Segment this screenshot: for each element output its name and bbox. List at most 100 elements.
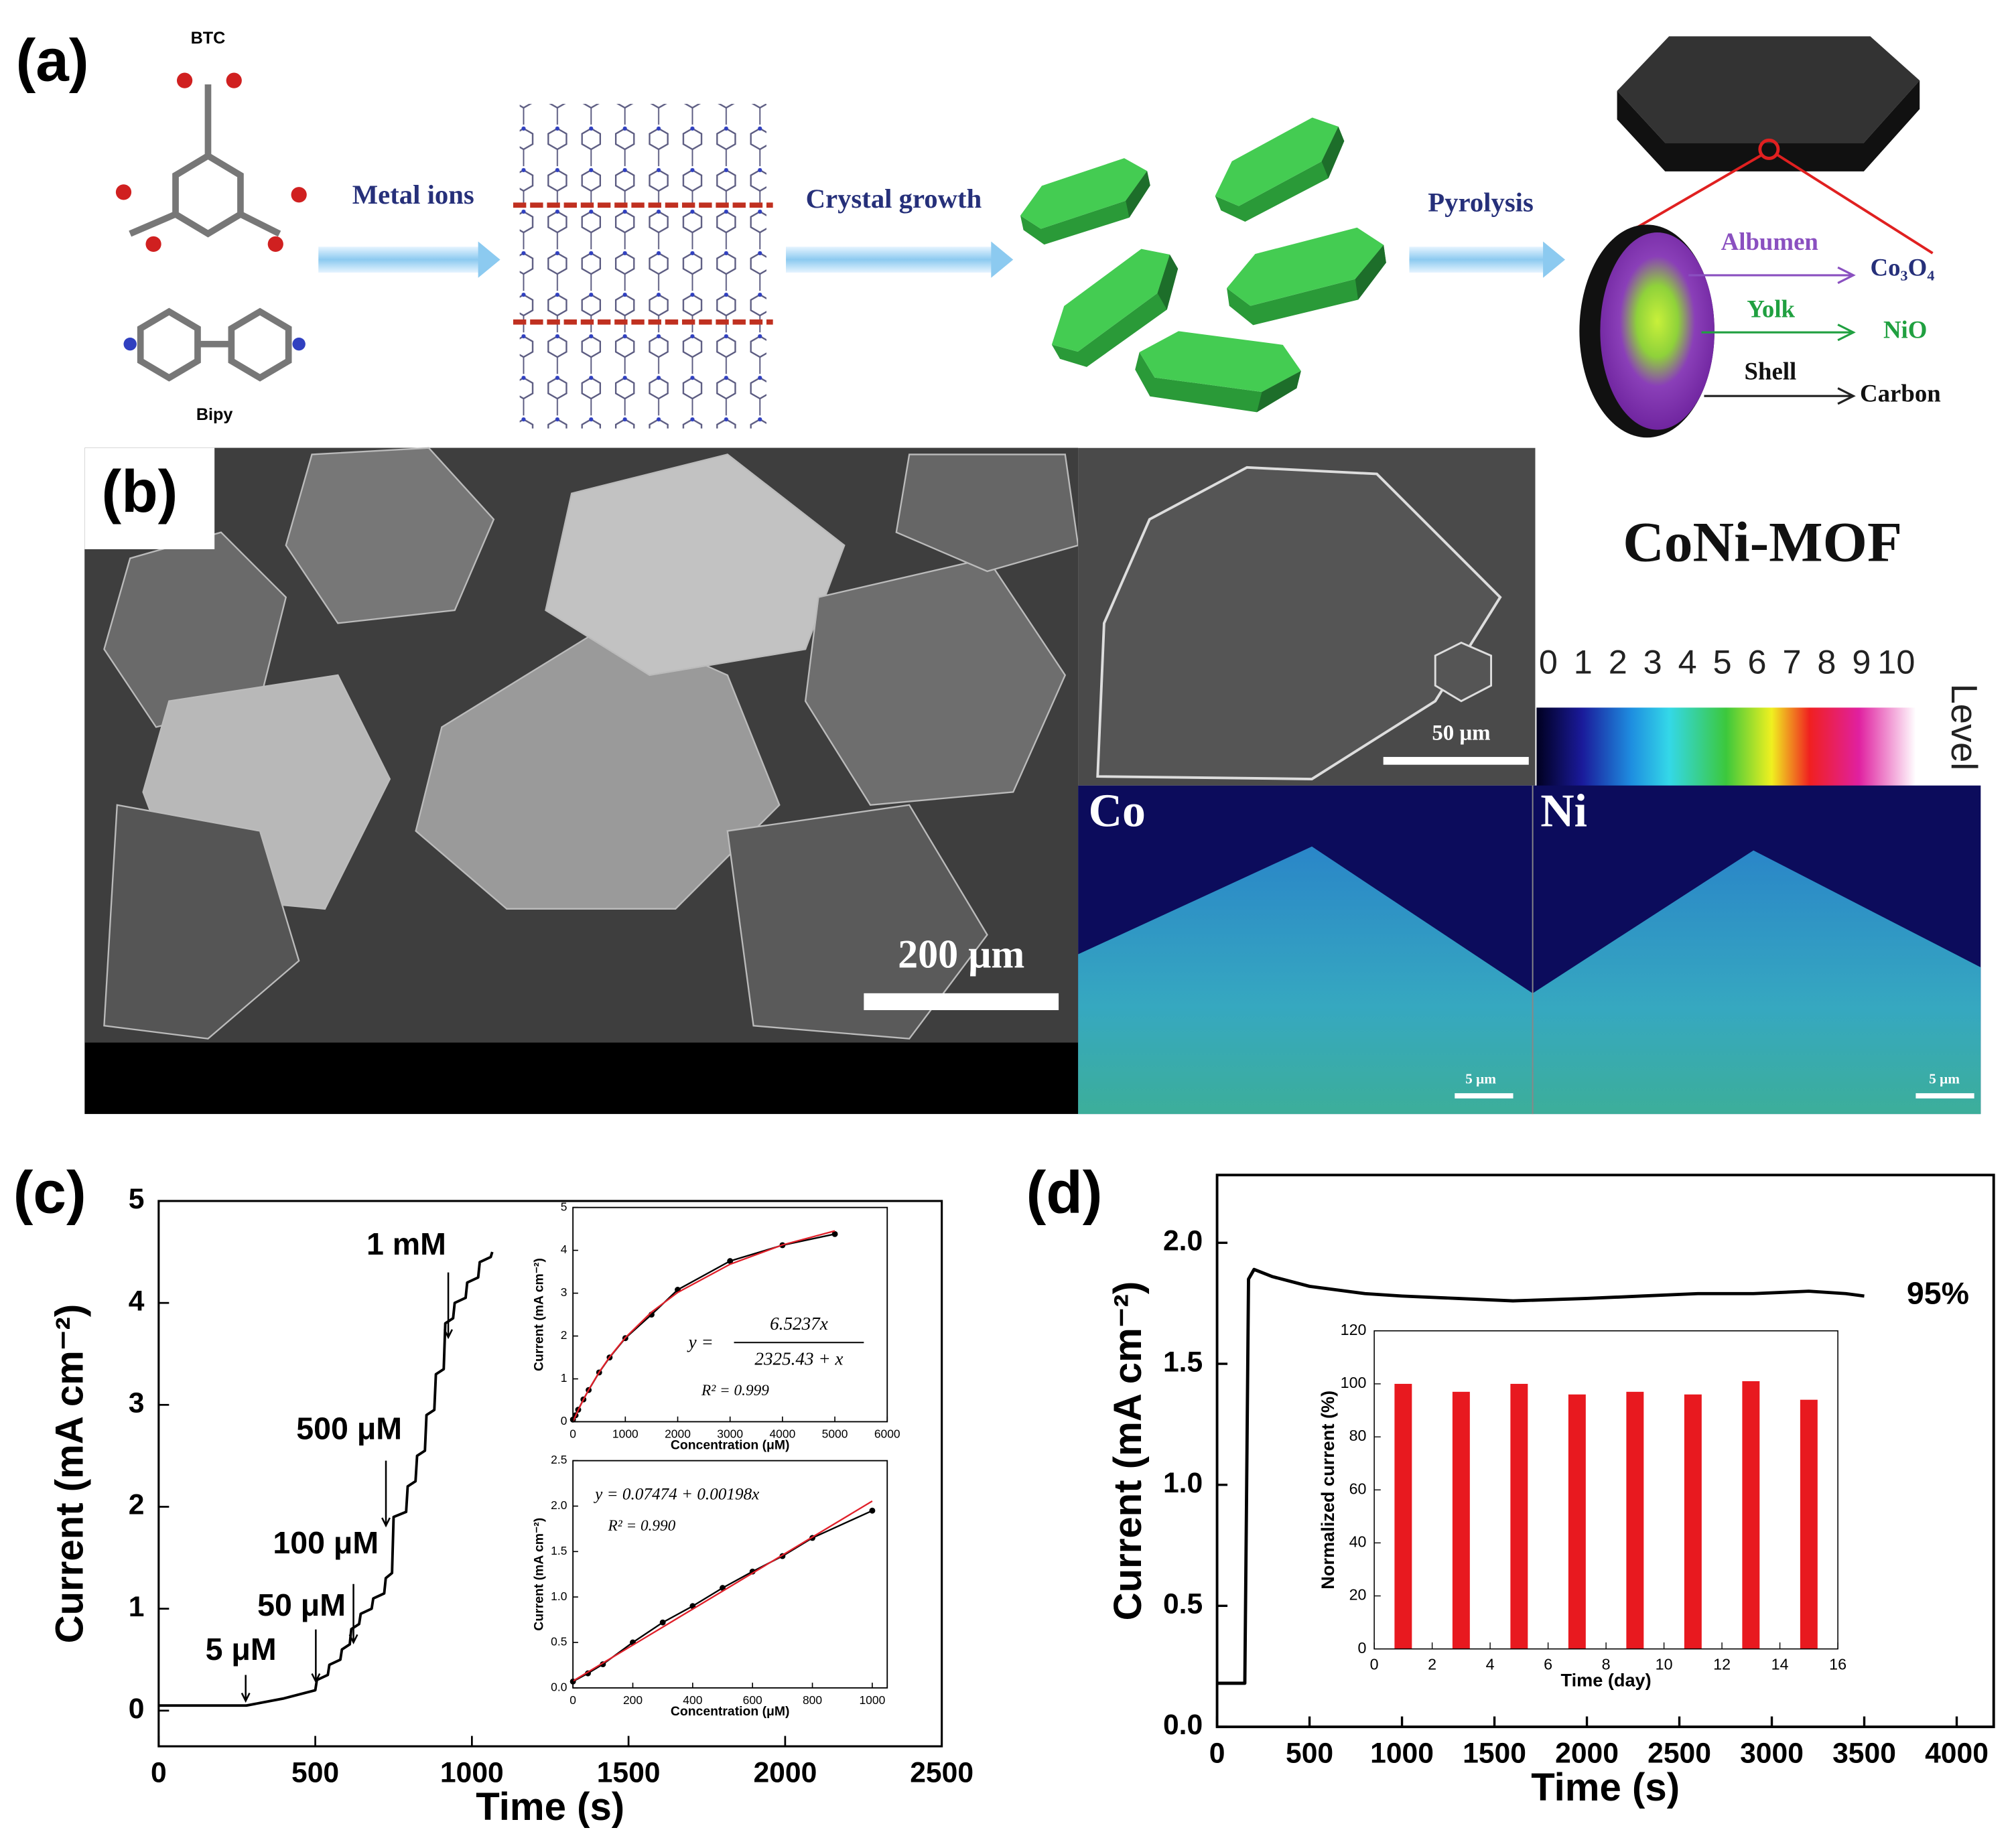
x-tick-label: 2000 xyxy=(753,1757,817,1789)
fit-line xyxy=(572,1500,873,1682)
carbon-slab xyxy=(1617,36,1920,143)
region-label: Shell xyxy=(1745,358,1797,385)
scale-label: 50 μm xyxy=(1432,721,1490,746)
scale-label: 200 μm xyxy=(898,931,1024,976)
bar xyxy=(1684,1394,1702,1649)
data-line xyxy=(1217,1267,1865,1685)
product-label: NiO xyxy=(1883,316,1927,344)
y-tick-label: 0.0 xyxy=(1163,1709,1203,1741)
y-tick-label: 2.0 xyxy=(1163,1225,1203,1257)
panel-label: (a) xyxy=(16,26,89,93)
nitrogen xyxy=(123,337,137,351)
bar xyxy=(1800,1399,1818,1649)
equation: R² = 0.990 xyxy=(607,1517,675,1535)
x-tick-label: 3500 xyxy=(1832,1738,1896,1770)
y-tick-label: 1 xyxy=(561,1371,567,1385)
crystal xyxy=(1013,154,1158,249)
map-signal xyxy=(1532,850,1981,1115)
x-tick-label: 200 xyxy=(623,1693,643,1707)
y-tick-label: 1.5 xyxy=(551,1544,567,1557)
x-tick-label: 0 xyxy=(1370,1656,1379,1673)
region-label: Albumen xyxy=(1721,228,1818,255)
x-tick-label: 3000 xyxy=(717,1427,743,1441)
annotation: 5 μM xyxy=(206,1632,277,1667)
annotation: 50 μM xyxy=(257,1588,346,1622)
btc-oxygen xyxy=(115,72,307,253)
x-axis-label: Concentration (μM) xyxy=(671,1438,790,1453)
equation: y = 0.07474 + 0.00198x xyxy=(593,1486,759,1504)
y-tick-label: 120 xyxy=(1341,1321,1367,1338)
x-tick-label: 16 xyxy=(1829,1656,1846,1673)
plot-area xyxy=(1374,1330,1838,1649)
fit-line xyxy=(572,1230,835,1422)
crystal xyxy=(1201,109,1359,229)
region-label: Yolk xyxy=(1747,295,1795,323)
level-tick-label: 8 xyxy=(1817,643,1836,681)
y-tick-label: 2.5 xyxy=(551,1453,567,1466)
bar xyxy=(1452,1391,1470,1649)
annotation: 95% xyxy=(1907,1276,1969,1311)
y-tick-label: 1.0 xyxy=(551,1590,567,1603)
equation: R² = 0.999 xyxy=(701,1382,769,1399)
data-point xyxy=(831,1230,838,1237)
bar xyxy=(1510,1383,1528,1649)
x-tick-label: 1000 xyxy=(859,1693,885,1707)
plot-frame xyxy=(1215,1174,1995,1728)
level-title: Level xyxy=(1944,684,1985,771)
map-signal xyxy=(1078,846,1533,1115)
x-tick-label: 6000 xyxy=(874,1427,900,1441)
x-tick-label: 8 xyxy=(1602,1656,1611,1673)
x-tick-label: 400 xyxy=(683,1693,702,1707)
y-tick-label: 80 xyxy=(1349,1427,1367,1444)
zoom-line xyxy=(1775,153,1934,255)
sample-title: CoNi-MOF xyxy=(1623,511,1902,574)
x-tick-label: 600 xyxy=(743,1693,762,1707)
x-axis-label: Time (s) xyxy=(476,1785,624,1829)
x-tick-label: 4 xyxy=(1486,1656,1495,1673)
x-tick-label: 0 xyxy=(569,1427,576,1441)
arrow xyxy=(786,246,994,273)
product-label: Co₃O₄ xyxy=(1871,254,1935,281)
level-tick-label: 9 xyxy=(1852,643,1871,681)
panel-label: (d) xyxy=(1026,1159,1103,1226)
x-tick-label: 10 xyxy=(1656,1656,1673,1673)
x-tick-label: 2500 xyxy=(910,1757,973,1789)
x-tick-label: 1000 xyxy=(440,1757,504,1789)
scale-bar xyxy=(1383,757,1529,765)
x-tick-label: 2 xyxy=(1428,1656,1436,1673)
x-tick-label: 3000 xyxy=(1740,1738,1804,1770)
annotation-arrow xyxy=(381,1460,391,1528)
x-tick-label: 1500 xyxy=(1463,1738,1526,1770)
carbon-slab-side xyxy=(1617,80,1920,171)
arrow-head xyxy=(991,241,1014,278)
y-tick-label: 40 xyxy=(1349,1533,1367,1551)
scale-label: 5 μm xyxy=(1929,1071,1960,1087)
y-axis-label: Current (mA cm⁻²) xyxy=(531,1518,546,1631)
sem-flakes xyxy=(103,447,1079,1040)
level-tick-label: 4 xyxy=(1678,643,1697,681)
level-tick-label: 2 xyxy=(1609,643,1627,681)
annotation-arrow xyxy=(348,1583,358,1644)
y-tick-label: 20 xyxy=(1349,1586,1367,1604)
bar xyxy=(1626,1391,1644,1649)
sem-crystal xyxy=(1096,466,1502,780)
arrow-head xyxy=(478,241,500,278)
level-tick-label: 10 xyxy=(1877,643,1915,681)
y-tick-label: 60 xyxy=(1349,1480,1367,1497)
arrow-head xyxy=(1543,241,1566,278)
y-tick-label: 2.0 xyxy=(551,1498,567,1512)
x-tick-label: 800 xyxy=(803,1693,822,1707)
element-label: Co xyxy=(1089,785,1146,837)
level-tick-label: 3 xyxy=(1643,643,1662,681)
arrow xyxy=(318,246,481,273)
annotation: 100 μM xyxy=(273,1525,379,1560)
x-axis-label: Concentration (μM) xyxy=(671,1704,790,1719)
molecule-label: Bipy xyxy=(196,405,233,424)
x-tick-label: 5000 xyxy=(822,1427,848,1441)
equation: 6.5237x xyxy=(770,1314,828,1334)
y-tick-label: 5 xyxy=(129,1183,145,1215)
crystal xyxy=(1130,311,1306,431)
panel-b: (b) 200 μm 50 μm CoNi-MOF 0 1 2 3 4 5 6 7 8 9 10 L… xyxy=(84,447,1985,1115)
